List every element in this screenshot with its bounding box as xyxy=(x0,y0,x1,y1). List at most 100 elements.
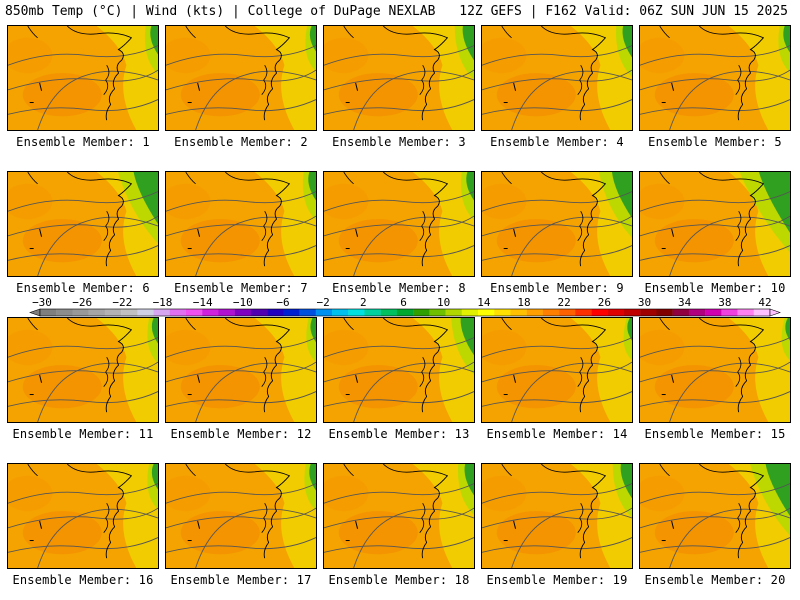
colorbar-swatch xyxy=(380,309,398,316)
colorbar-swatch xyxy=(721,309,738,316)
colorbar-tick-label: 42 xyxy=(758,296,771,309)
temperature-map xyxy=(324,464,474,568)
colorbar-swatch xyxy=(591,309,608,316)
colorbar-tick-label: −30 xyxy=(32,296,52,309)
colorbar-swatch xyxy=(348,309,365,316)
ensemble-member-label: Ensemble Member: 4 xyxy=(490,135,624,149)
colorbar-swatch xyxy=(40,309,57,316)
ensemble-map-panel xyxy=(481,25,633,131)
colorbar-tick-label: −10 xyxy=(233,296,253,309)
ensemble-member-label: Ensemble Member: 9 xyxy=(490,281,624,295)
ensemble-member-label: Ensemble Member: 12 xyxy=(170,427,312,441)
colorbar-svg: −30 −26 −22 −18 −14 −10 −6 −2 2 6 10 14 18 22 26 30 34 38… xyxy=(29,296,781,317)
colorbar-tick-label: −6 xyxy=(276,296,289,309)
ensemble-map-panel xyxy=(481,171,633,277)
colorbar: −30 −26 −22 −18 −14 −10 −6 −2 2 6 10 14 18 22 26 30 34 38… xyxy=(0,296,800,320)
ensemble-map-panel xyxy=(7,171,159,277)
colorbar-swatch xyxy=(299,309,316,316)
ensemble-member-label: Ensemble Member: 2 xyxy=(174,135,308,149)
colorbar-tick-label: 6 xyxy=(400,296,407,309)
temperature-map xyxy=(482,172,632,276)
colorbar-swatch xyxy=(672,309,690,316)
ensemble-map-panel xyxy=(165,317,317,423)
colorbar-tick-label: −18 xyxy=(153,296,173,309)
colorbar-swatch xyxy=(429,309,446,316)
temperature-map xyxy=(166,318,316,422)
colorbar-tick-label: 2 xyxy=(360,296,367,309)
colorbar-swatch xyxy=(202,309,219,316)
colorbar-swatch xyxy=(121,309,138,316)
ensemble-member-label: Ensemble Member: 8 xyxy=(332,281,466,295)
colorbar-swatch xyxy=(753,309,771,316)
ensemble-member-label: Ensemble Member: 19 xyxy=(486,573,628,587)
ensemble-member-label: Ensemble Member: 18 xyxy=(328,573,470,587)
ensemble-map-panel xyxy=(7,317,159,423)
colorbar-swatch xyxy=(315,309,333,316)
ensemble-member-label: Ensemble Member: 1 xyxy=(16,135,150,149)
colorbar-swatch xyxy=(445,309,462,316)
header-title-left: 850mb Temp (°C) | Wind (kts) | College o… xyxy=(5,4,436,19)
colorbar-swatch xyxy=(640,309,657,316)
colorbar-tick-label: 18 xyxy=(517,296,530,309)
colorbar-swatch xyxy=(169,309,187,316)
ensemble-member-label: Ensemble Member: 6 xyxy=(16,281,150,295)
colorbar-swatch xyxy=(542,309,560,316)
colorbar-swatch xyxy=(656,309,673,316)
temperature-map xyxy=(640,172,790,276)
temperature-map xyxy=(640,26,790,130)
colorbar-swatch xyxy=(332,309,349,316)
ensemble-member-label: Ensemble Member: 13 xyxy=(328,427,470,441)
colorbar-tick-label: 10 xyxy=(437,296,450,309)
ensemble-member-label: Ensemble Member: 14 xyxy=(486,427,628,441)
ensemble-member-label: Ensemble Member: 15 xyxy=(644,427,786,441)
colorbar-swatch xyxy=(575,309,592,316)
ensemble-member-label: Ensemble Member: 11 xyxy=(12,427,154,441)
ensemble-map-panel xyxy=(323,25,475,131)
colorbar-swatch xyxy=(688,309,706,316)
temperature-map xyxy=(8,172,158,276)
colorbar-swatch xyxy=(186,309,203,316)
ensemble-map-panel xyxy=(7,25,159,131)
colorbar-tick-label: −26 xyxy=(72,296,92,309)
ensemble-map-panel xyxy=(639,317,791,423)
ensemble-map-panel xyxy=(323,171,475,277)
colorbar-swatch xyxy=(413,309,430,316)
colorbar-swatch xyxy=(494,309,511,316)
colorbar-swatch xyxy=(153,309,170,316)
temperature-map xyxy=(640,464,790,568)
ensemble-map-panel xyxy=(639,171,791,277)
colorbar-swatch xyxy=(526,309,544,316)
colorbar-swatch xyxy=(396,309,414,316)
colorbar-swatch xyxy=(88,309,106,316)
colorbar-swatch xyxy=(510,309,527,316)
temperature-map xyxy=(8,464,158,568)
ensemble-map-panel xyxy=(639,463,791,569)
ensemble-map-panel xyxy=(481,317,633,423)
ensemble-member-label: Ensemble Member: 3 xyxy=(332,135,466,149)
colorbar-swatch xyxy=(364,309,381,316)
colorbar-tick-label: 34 xyxy=(678,296,692,309)
colorbar-swatch xyxy=(234,309,252,316)
colorbar-tick-label: −22 xyxy=(112,296,132,309)
temperature-map xyxy=(482,464,632,568)
ensemble-member-label: Ensemble Member: 17 xyxy=(170,573,312,587)
temperature-map xyxy=(482,318,632,422)
ensemble-member-label: Ensemble Member: 16 xyxy=(12,573,154,587)
ensemble-member-label: Ensemble Member: 7 xyxy=(174,281,308,295)
colorbar-tick-label: 38 xyxy=(718,296,731,309)
colorbar-tick-label: 22 xyxy=(558,296,571,309)
colorbar-tick-label: 26 xyxy=(598,296,611,309)
ensemble-member-label: Ensemble Member: 5 xyxy=(648,135,782,149)
colorbar-swatch xyxy=(56,309,73,316)
colorbar-swatch xyxy=(218,309,235,316)
colorbar-swatch xyxy=(72,309,89,316)
ensemble-member-label: Ensemble Member: 20 xyxy=(644,573,786,587)
temperature-map xyxy=(166,26,316,130)
ensemble-map-panel xyxy=(639,25,791,131)
ensemble-map-panel xyxy=(7,463,159,569)
colorbar-swatch xyxy=(607,309,625,316)
ensemble-map-panel xyxy=(323,317,475,423)
ensemble-map-panel xyxy=(481,463,633,569)
colorbar-swatch xyxy=(137,309,154,316)
colorbar-swatch xyxy=(705,309,722,316)
